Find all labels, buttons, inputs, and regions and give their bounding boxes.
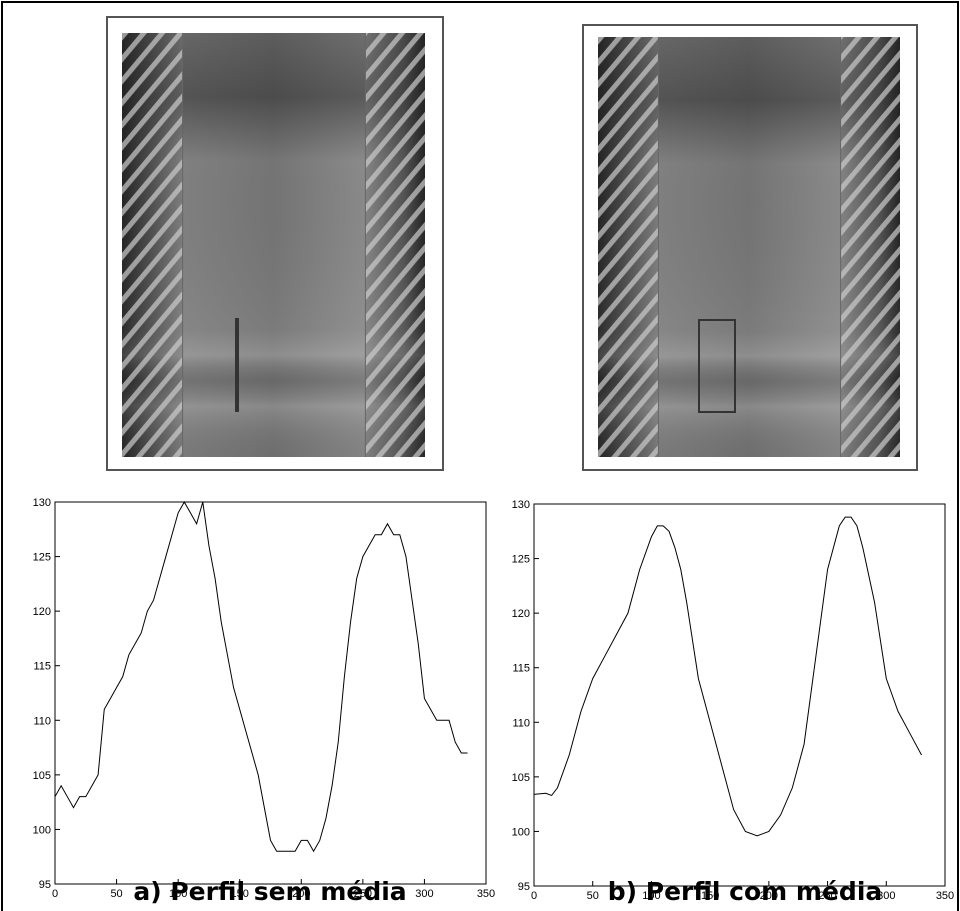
y-tick-label: 120 [33, 606, 51, 618]
y-tick-label: 105 [33, 770, 51, 782]
x-tick-label: 300 [877, 890, 895, 902]
x-tick-label: 0 [531, 890, 537, 902]
x-tick-label: 100 [169, 888, 187, 900]
plot-area [533, 503, 946, 887]
y-tick-label: 100 [512, 826, 530, 838]
line [533, 516, 922, 837]
y-tick-label: 95 [39, 879, 51, 891]
x-tick-label: 150 [701, 890, 719, 902]
y-tick-label: 115 [33, 661, 51, 673]
x-tick-label: 250 [818, 890, 836, 902]
y-tick-label: 110 [33, 715, 51, 727]
y-tick-label: 95 [518, 881, 530, 893]
caption: b) Perfil com média [608, 877, 883, 906]
y-tick-label: 125 [33, 552, 51, 564]
y-tick-label: 100 [33, 824, 51, 836]
plot-area [54, 501, 487, 885]
y-tick-label: 115 [512, 663, 530, 675]
y-tick-label: 130 [512, 499, 530, 511]
x-tick-label: 200 [760, 890, 778, 902]
x-tick-label: 250 [354, 888, 372, 900]
y-tick-label: 120 [512, 608, 530, 620]
x-tick-label: 50 [110, 888, 122, 900]
x-tick-label: 100 [642, 890, 660, 902]
line [54, 500, 468, 853]
y-tick-label: 110 [512, 717, 530, 729]
y-tick-label: 105 [512, 772, 530, 784]
image [598, 37, 900, 457]
x-tick-label: 350 [936, 890, 954, 902]
image [122, 33, 425, 457]
x-tick-label: 200 [292, 888, 310, 900]
x-tick-label: 300 [415, 888, 433, 900]
y-tick-label: 130 [33, 497, 51, 509]
x-tick-label: 150 [231, 888, 249, 900]
x-tick-label: 0 [52, 888, 58, 900]
y-tick-label: 125 [512, 554, 530, 566]
caption: a) Perfil sem média [133, 877, 406, 906]
x-tick-label: 350 [477, 888, 495, 900]
profile-box [698, 319, 736, 413]
x-tick-label: 50 [587, 890, 599, 902]
